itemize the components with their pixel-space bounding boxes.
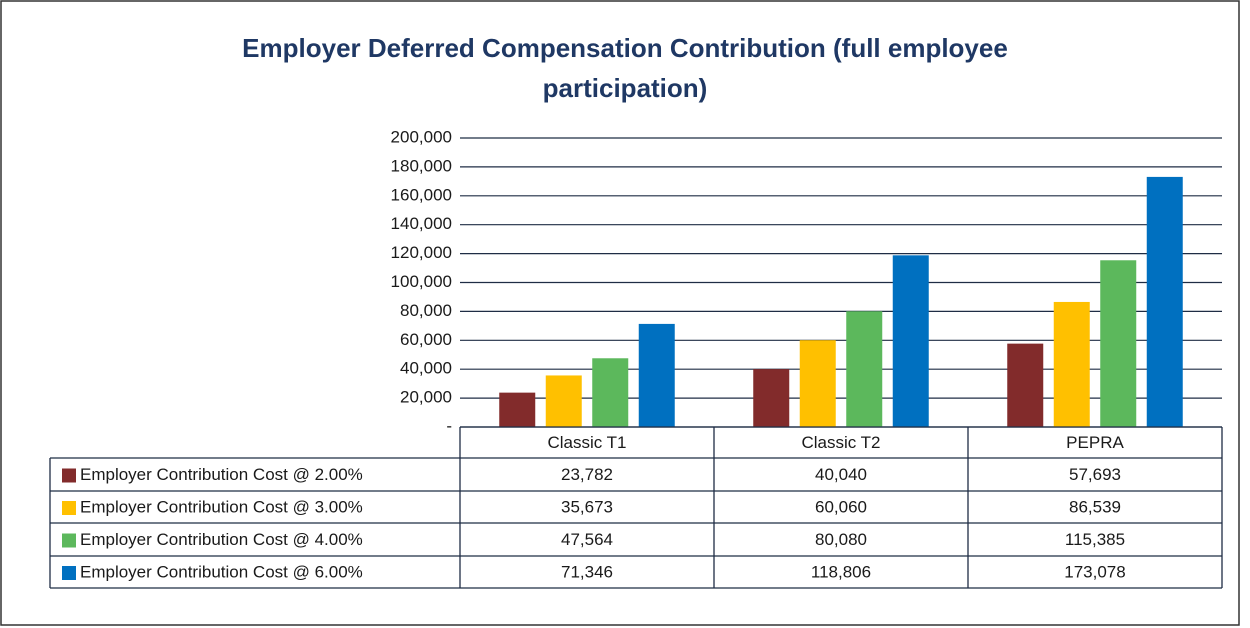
bar: [499, 392, 536, 427]
x-tick-label: Classic T2: [801, 433, 880, 452]
bar: [799, 340, 836, 427]
value-label: 57,693: [1069, 465, 1121, 484]
y-tick-label: -: [446, 416, 452, 435]
x-tick-label: Classic T1: [547, 433, 626, 452]
value-label: 118,806: [811, 562, 871, 581]
bar: [1053, 301, 1090, 427]
value-label: 173,078: [1064, 562, 1125, 581]
legend-swatch: [62, 566, 76, 580]
y-tick-label: 40,000: [400, 359, 452, 378]
bar: [1146, 176, 1183, 427]
value-label: 60,060: [815, 497, 867, 516]
bar: [753, 369, 790, 427]
value-label: 47,564: [561, 530, 613, 549]
chart-title: Employer Deferred Compensation Contribut…: [242, 33, 1008, 103]
legend-swatch: [62, 533, 76, 548]
y-tick-label: 60,000: [400, 330, 452, 349]
bar: [592, 358, 629, 427]
x-tick-label: PEPRA: [1066, 433, 1124, 452]
y-tick-label: 160,000: [391, 185, 452, 204]
bar: [638, 323, 675, 427]
value-label: 35,673: [561, 497, 613, 516]
y-tick-label: 200,000: [391, 127, 452, 146]
y-tick-label: 100,000: [391, 272, 452, 291]
legend-swatch: [62, 501, 76, 515]
bar: [1100, 260, 1137, 427]
value-label: 23,782: [561, 465, 613, 484]
y-tick-label: 80,000: [400, 301, 452, 320]
legend-label: Employer Contribution Cost @ 4.00%: [80, 530, 363, 549]
bar: [1007, 343, 1044, 427]
bar: [846, 311, 883, 427]
value-label: 71,346: [561, 562, 613, 581]
legend-label: Employer Contribution Cost @ 6.00%: [80, 562, 363, 581]
y-tick-label: 20,000: [400, 388, 452, 407]
y-tick-label: 140,000: [391, 214, 452, 233]
value-label: 80,080: [815, 530, 867, 549]
value-label: 115,385: [1065, 530, 1125, 549]
legend-swatch: [62, 468, 76, 483]
legend-label: Employer Contribution Cost @ 2.00%: [80, 465, 363, 484]
legend-label: Employer Contribution Cost @ 3.00%: [80, 497, 363, 516]
value-label: 86,539: [1069, 497, 1121, 516]
value-label: 40,040: [815, 465, 867, 484]
bar: [892, 255, 929, 427]
bar: [545, 375, 582, 427]
y-tick-label: 180,000: [391, 156, 452, 175]
y-tick-label: 120,000: [391, 243, 452, 262]
